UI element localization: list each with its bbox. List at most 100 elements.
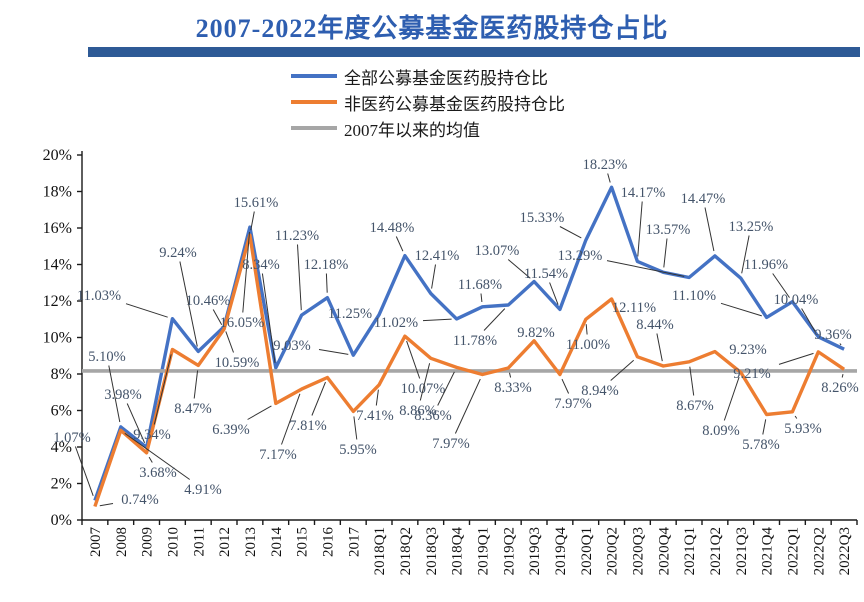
y-tick-label: 4% <box>51 439 72 456</box>
data-label: 9.21% <box>733 366 770 382</box>
x-tick-label: 2019Q1 <box>475 527 491 575</box>
label-leader-line <box>483 308 506 331</box>
label-leader-line <box>610 359 635 381</box>
x-tick-label: 2020Q2 <box>605 527 621 575</box>
data-label: 7.97% <box>432 436 469 452</box>
label-leader-line <box>126 403 146 444</box>
label-leader-line <box>261 273 276 363</box>
label-leader-line <box>242 232 250 313</box>
x-tick-label: 2018Q1 <box>372 527 388 575</box>
label-leader-line <box>704 207 715 252</box>
y-tick-label: 2% <box>51 476 72 493</box>
data-label: 11.02% <box>374 315 418 331</box>
x-tick-label: 2019Q3 <box>527 527 543 575</box>
label-leader-line <box>561 378 570 394</box>
label-leader-line <box>549 282 559 305</box>
x-tick-label: 2022Q3 <box>837 527 853 575</box>
x-tick-label: 2012 <box>217 527 233 557</box>
label-leader-line <box>193 370 199 399</box>
y-tick-label: 14% <box>43 257 72 274</box>
data-label: 13.29% <box>558 248 603 264</box>
data-label: 11.68% <box>458 277 502 293</box>
data-label: 8.47% <box>174 401 211 417</box>
x-tick-label: 2021Q3 <box>734 527 750 575</box>
label-leader-line <box>125 303 168 318</box>
label-leader-line <box>559 226 582 239</box>
x-tick-label: 2019Q2 <box>501 527 517 575</box>
x-tick-label: 2014 <box>269 527 285 558</box>
legend-line-all-funds-icon <box>291 74 337 78</box>
data-label: 3.98% <box>104 387 141 403</box>
y-tick-label: 12% <box>43 293 72 310</box>
data-label: 9.36% <box>814 327 851 343</box>
data-label: 5.93% <box>784 421 821 437</box>
x-tick-label: 2022Q1 <box>785 527 801 575</box>
data-label: 11.96% <box>744 257 788 273</box>
y-tick-label: 20% <box>43 147 72 164</box>
label-leader-line <box>247 405 272 420</box>
x-tick-label: 2018Q4 <box>450 527 466 576</box>
x-tick-label: 2015 <box>295 527 311 557</box>
label-leader-line <box>225 331 234 353</box>
x-tick-label: 2020Q1 <box>579 527 595 575</box>
label-leader-line <box>311 381 326 416</box>
data-label: 12.41% <box>415 248 460 264</box>
data-label: 11.00% <box>566 337 610 353</box>
title-divider-bar <box>88 47 860 57</box>
y-tick-label: 6% <box>51 403 72 420</box>
label-leader-line <box>437 371 455 406</box>
data-label: 5.10% <box>88 349 125 365</box>
data-label: 12.11% <box>612 300 656 316</box>
chart-legend: 全部公募基金医药股持仓比 非医药公募基金医药股持仓比 2007年以来的均值 <box>291 63 565 141</box>
y-tick-label: 16% <box>43 220 72 237</box>
data-label: 8.33% <box>494 380 531 396</box>
data-label: 14.47% <box>681 191 726 207</box>
data-label: 6.39% <box>212 422 249 438</box>
y-tick-label: 10% <box>43 330 72 347</box>
label-leader-line <box>395 236 404 252</box>
label-leader-line <box>325 273 328 293</box>
data-label: 14.48% <box>370 220 415 236</box>
data-label: 8.44% <box>636 317 673 333</box>
label-leader-line <box>778 352 814 365</box>
data-label: 7.17% <box>259 447 296 463</box>
label-leader-line <box>801 308 817 333</box>
legend-item-non-pharma-funds: 非医药公募基金医药股持仓比 <box>291 89 565 115</box>
label-leader-line <box>250 211 255 231</box>
label-leader-line <box>509 372 512 378</box>
data-label: 10.59% <box>215 355 260 371</box>
label-leader-line <box>74 446 94 496</box>
label-leader-line <box>841 373 844 378</box>
x-tick-label: 2021Q1 <box>682 527 698 575</box>
label-leader-line <box>281 393 301 445</box>
label-leader-line <box>507 259 531 279</box>
data-label: 15.61% <box>234 195 279 211</box>
x-tick-label: 2007 <box>88 527 104 558</box>
data-label: 11.10% <box>672 288 716 304</box>
data-label: 11.78% <box>453 333 497 349</box>
label-leader-line <box>148 456 153 463</box>
data-label: 7.97% <box>554 396 591 412</box>
data-label: 7.41% <box>356 408 393 424</box>
label-leader-line <box>637 201 643 257</box>
legend-item-all-funds: 全部公募基金医药股持仓比 <box>291 63 565 89</box>
data-label: 15.33% <box>520 210 565 226</box>
x-tick-label: 2009 <box>140 527 156 557</box>
label-leader-line <box>406 340 421 379</box>
y-tick-label: 0% <box>51 512 72 529</box>
data-label: 8.94% <box>581 383 618 399</box>
label-leader-line <box>454 378 481 434</box>
data-label: 11.23% <box>275 228 319 244</box>
legend-line-mean-icon <box>291 126 337 130</box>
x-tick-label: 2008 <box>114 527 130 557</box>
data-label: 16.05% <box>220 315 265 331</box>
data-label: 8.26% <box>821 380 858 396</box>
data-label: 8.36% <box>414 408 451 424</box>
x-tick-label: 2010 <box>165 527 181 557</box>
legend-label-mean: 2007年以来的均值 <box>344 120 480 140</box>
data-label: 13.25% <box>729 219 774 235</box>
x-tick-label: 2016 <box>320 527 336 558</box>
x-tick-label: 2021Q4 <box>760 527 776 576</box>
x-tick-label: 2019Q4 <box>553 527 569 576</box>
